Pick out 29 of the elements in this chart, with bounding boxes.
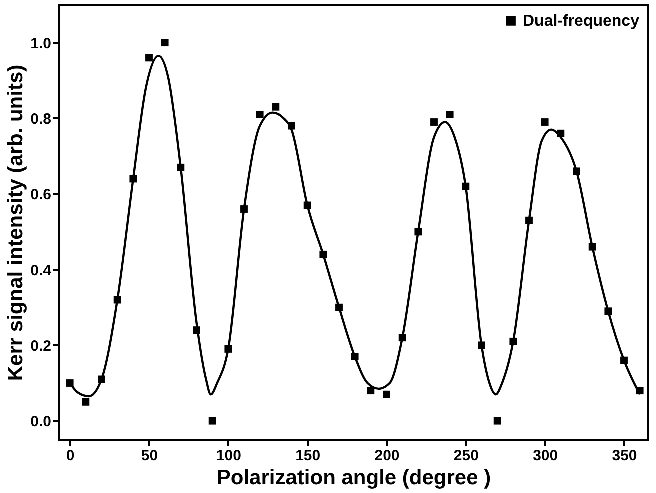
y-tick-label: 0.4 (30, 262, 52, 280)
y-tick-label: 1.0 (30, 35, 52, 52)
point (446, 110, 454, 118)
point (272, 103, 280, 111)
point (82, 398, 90, 406)
point (208, 417, 216, 425)
point (256, 110, 264, 118)
point (430, 118, 438, 126)
legend-label: Dual-frequency (523, 13, 640, 30)
point (161, 39, 169, 47)
y-tick-label: 0.6 (30, 186, 52, 204)
x-tick-label: 250 (454, 448, 479, 464)
x-axis-title: Polarization angle (degree ) (216, 466, 492, 490)
point (494, 417, 502, 425)
y-tick-label: 0.0 (30, 414, 52, 431)
x-tick-label: 0 (66, 448, 75, 464)
x-tick-label: 200 (374, 448, 400, 464)
point (541, 118, 549, 126)
point (146, 54, 153, 62)
x-tick-label: 150 (296, 448, 321, 464)
x-tick-label: 100 (216, 448, 242, 464)
x-tick-label: 300 (533, 448, 558, 464)
point (367, 387, 375, 395)
y-tick-label: 0.2 (30, 338, 52, 355)
y-tick-label: 0.8 (30, 110, 52, 128)
x-tick-label: 50 (141, 448, 158, 464)
x-tick-label: 350 (612, 448, 638, 464)
point (383, 390, 390, 398)
y-axis-title: Kerr signal intensity (arb. units) (4, 64, 28, 382)
